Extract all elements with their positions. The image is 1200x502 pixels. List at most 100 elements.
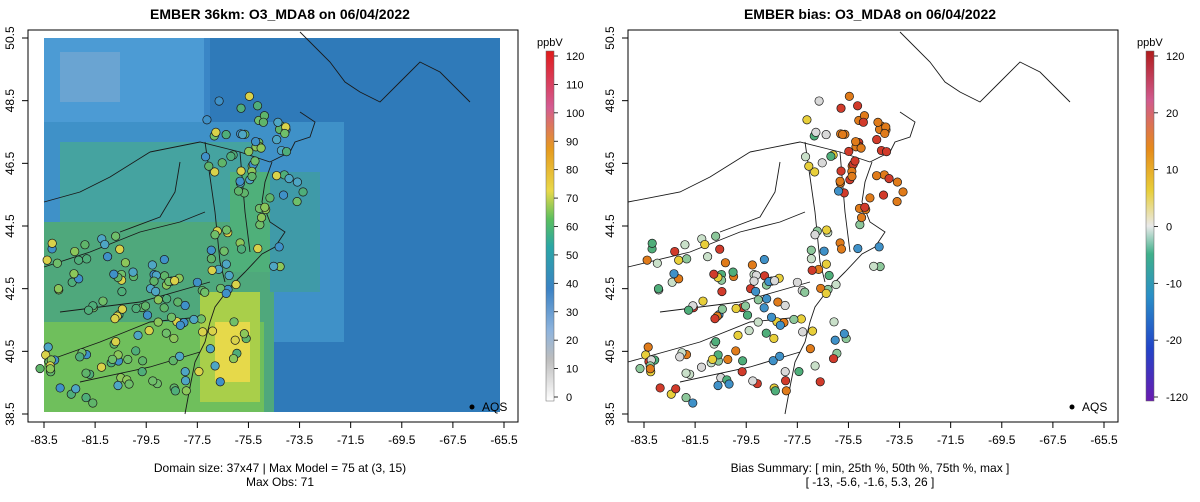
bias-point xyxy=(807,265,817,275)
obs-point xyxy=(244,146,254,157)
obs-point xyxy=(153,295,163,305)
bias-point xyxy=(696,362,707,372)
obs-point xyxy=(81,393,91,403)
lat-tick-label: 38.5 xyxy=(3,402,17,426)
bias-point xyxy=(711,231,721,241)
lon-tick-label: -73.5 xyxy=(886,433,914,447)
left-map-figure: AQS -83.5 -81.5 -79.5 -77.5 -75.5 -73.5 -71.5-… xyxy=(3,26,584,447)
bias-point xyxy=(759,255,769,265)
lon-tick-label: -81.5 xyxy=(681,433,709,447)
bias-point xyxy=(703,252,713,262)
obs-point xyxy=(120,258,130,268)
right-bias-points xyxy=(635,91,908,408)
bias-point xyxy=(761,328,771,338)
obs-point xyxy=(233,186,244,196)
obs-point xyxy=(159,303,169,313)
obs-point xyxy=(189,314,199,324)
bias-point xyxy=(792,277,802,287)
colorbar-tick-label: 120 xyxy=(566,51,584,63)
bias-point xyxy=(733,330,743,340)
obs-point xyxy=(170,276,180,286)
bias-point xyxy=(821,288,831,298)
obs-point xyxy=(113,380,123,391)
obs-point xyxy=(236,166,246,176)
obs-point xyxy=(111,337,121,347)
obs-point xyxy=(269,261,279,271)
colorbar-tick-label: 30 xyxy=(566,307,578,319)
obs-point xyxy=(71,384,81,394)
colorbar-tick-label: 0 xyxy=(566,392,572,404)
bias-point xyxy=(817,158,827,168)
bias-point xyxy=(781,386,791,396)
obs-point xyxy=(115,244,125,254)
bias-point xyxy=(748,376,758,386)
colorbar-tick-label: 20 xyxy=(566,335,578,347)
obs-point xyxy=(260,202,270,212)
lon-tick-label: -69.5 xyxy=(988,433,1016,447)
bias-point xyxy=(860,202,870,212)
bias-point xyxy=(789,314,799,324)
bias-point xyxy=(810,230,820,240)
bias-point xyxy=(858,117,868,127)
obs-point xyxy=(226,151,236,161)
bias-point xyxy=(828,354,839,364)
obs-point xyxy=(133,330,143,340)
obs-point xyxy=(124,379,134,389)
bias-point xyxy=(826,151,836,161)
bias-point xyxy=(856,143,866,153)
lon-tick-label: -75.5 xyxy=(235,433,263,447)
obs-point xyxy=(236,244,247,254)
left-caption-line2: Max Obs: 71 xyxy=(245,475,315,489)
bias-point xyxy=(740,301,751,311)
bias-point xyxy=(824,270,834,281)
colorbar-tick-label: -20 xyxy=(1166,335,1182,347)
obs-point xyxy=(45,364,55,374)
bias-point xyxy=(751,286,761,297)
obs-point xyxy=(98,296,108,306)
bias-point xyxy=(898,187,908,197)
bias-point xyxy=(815,377,825,387)
bias-point xyxy=(851,137,861,147)
lat-tick-label: 50.5 xyxy=(3,26,17,50)
bias-point xyxy=(873,117,883,127)
obs-point xyxy=(207,265,217,275)
bias-point xyxy=(807,326,818,336)
obs-point xyxy=(210,361,220,371)
lon-tick-label: -79.5 xyxy=(133,433,161,447)
bias-point xyxy=(773,297,783,307)
obs-point xyxy=(128,267,138,277)
right-colorbar-unit: ppbV xyxy=(1137,37,1163,49)
obs-point xyxy=(204,161,214,171)
obs-point xyxy=(210,230,220,240)
lon-tick-label: -65.5 xyxy=(490,433,518,447)
bias-point xyxy=(880,128,890,139)
bias-point xyxy=(821,259,831,269)
bias-point xyxy=(643,342,653,352)
lat-tick-label: 40.5 xyxy=(3,339,17,363)
obs-point xyxy=(161,328,171,338)
left-map-title: EMBER 36km: O3_MDA8 on 06/04/2022 xyxy=(150,6,410,22)
colorbar-tick-label: 10 xyxy=(1166,165,1178,177)
bias-point xyxy=(747,260,757,270)
obs-point xyxy=(194,366,204,377)
bias-point xyxy=(869,261,879,271)
obs-point xyxy=(52,258,62,268)
obs-point xyxy=(257,213,267,223)
right-lon-axis: -83.5 -81.5 -79.5 -77.5 -75.5 -73.5 -71.5 -69.5… xyxy=(630,422,1118,447)
colorbar-tick-label: 60 xyxy=(566,222,578,234)
obs-point xyxy=(170,386,180,396)
obs-point xyxy=(168,356,178,366)
obs-point xyxy=(81,368,91,378)
bias-point xyxy=(829,317,839,327)
left-caption-line1: Domain size: 37x47 | Max Model = 75 at (… xyxy=(153,461,407,475)
obs-point xyxy=(200,287,210,297)
obs-point xyxy=(228,354,239,364)
left-map-panel: EMBER 36km: O3_MDA8 on 06/04/2022 xyxy=(3,6,584,489)
obs-point xyxy=(230,335,240,345)
lat-tick-label: 42.5 xyxy=(3,277,17,301)
obs-point xyxy=(250,156,260,166)
right-caption-line2: [ -13, -5.6, -1.6, 5.3, 26 ] xyxy=(805,475,935,489)
obs-point xyxy=(175,320,185,330)
obs-point xyxy=(280,128,290,139)
right-map-panel: EMBER bias: O3_MDA8 on 06/04/2022 AQS -8… xyxy=(600,0,1200,502)
